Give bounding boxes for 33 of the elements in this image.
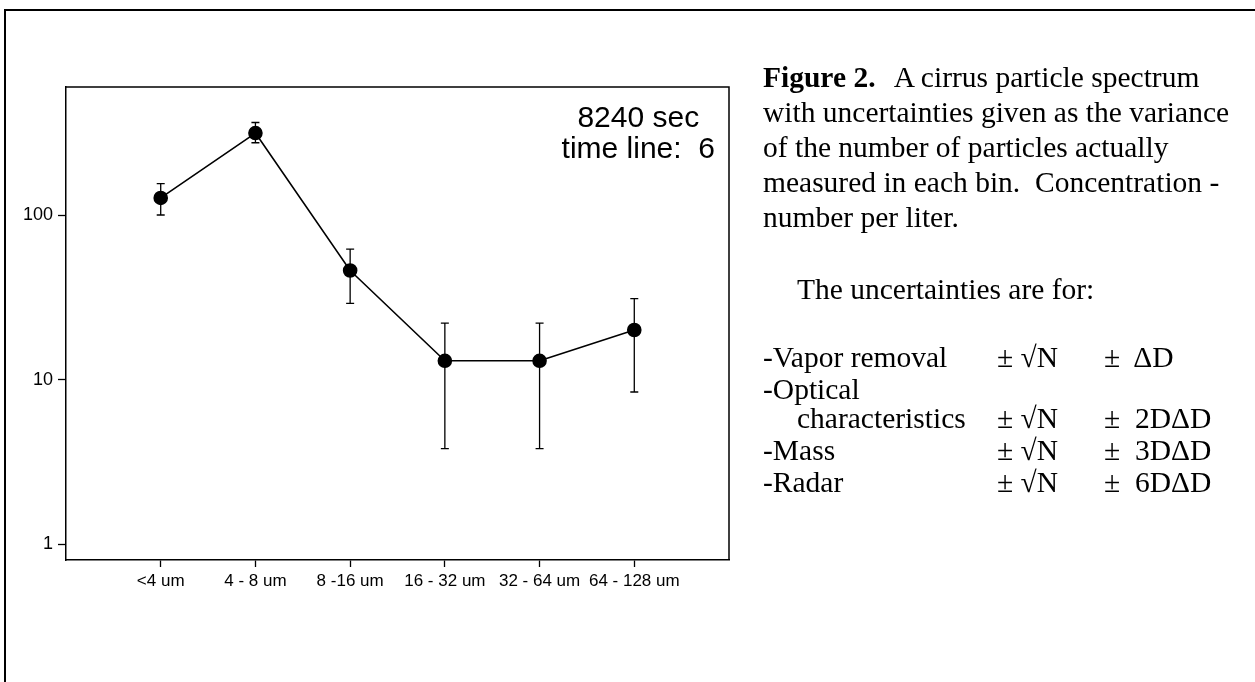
text: A cirrus particle spectrum — [893, 61, 1200, 93]
x-tick-label: 16 - 32 um — [404, 570, 486, 590]
text: ± 3DΔD — [1104, 434, 1212, 466]
x-tick-label: 8 -16 um — [316, 570, 384, 590]
text: ± √N — [997, 466, 1059, 498]
text: ± ΔD — [1104, 341, 1174, 373]
point — [342, 263, 358, 278]
x-tick-label: 4 - 8 um — [224, 570, 287, 590]
x-tick-label: 64 - 128 um — [588, 570, 680, 590]
point — [153, 190, 169, 206]
annotation: 8240 sec — [577, 100, 700, 134]
x-tick-label: <4 um — [136, 570, 185, 590]
text: -Mass — [763, 434, 836, 466]
text: -Vapor removal — [763, 341, 948, 373]
point — [437, 353, 453, 369]
point — [626, 322, 642, 338]
caption: Figure 2. — [763, 61, 876, 93]
text: ± √N — [997, 434, 1059, 466]
annotation: time line: 6 — [561, 131, 715, 165]
y-tick-label: 1 — [42, 533, 53, 554]
text: ± 6DΔD — [1104, 466, 1212, 498]
text: with uncertainties given as the variance of the number of particles actually measured in each bin. Concentration - number per liter. — [763, 95, 1230, 235]
text: ± 2DΔD — [1104, 402, 1212, 434]
text: The uncertainties are for: — [797, 272, 1095, 307]
text: -Optical characteristics — [763, 373, 966, 434]
point — [532, 353, 547, 369]
text: ± √N — [997, 402, 1059, 434]
text: ± √N — [997, 341, 1059, 373]
text: -Radar — [763, 466, 844, 498]
y-tick-label: 10 — [32, 368, 53, 389]
point — [248, 125, 263, 141]
y-tick-label: 100 — [22, 203, 53, 224]
x-tick-label: 32 - 64 um — [498, 570, 581, 590]
